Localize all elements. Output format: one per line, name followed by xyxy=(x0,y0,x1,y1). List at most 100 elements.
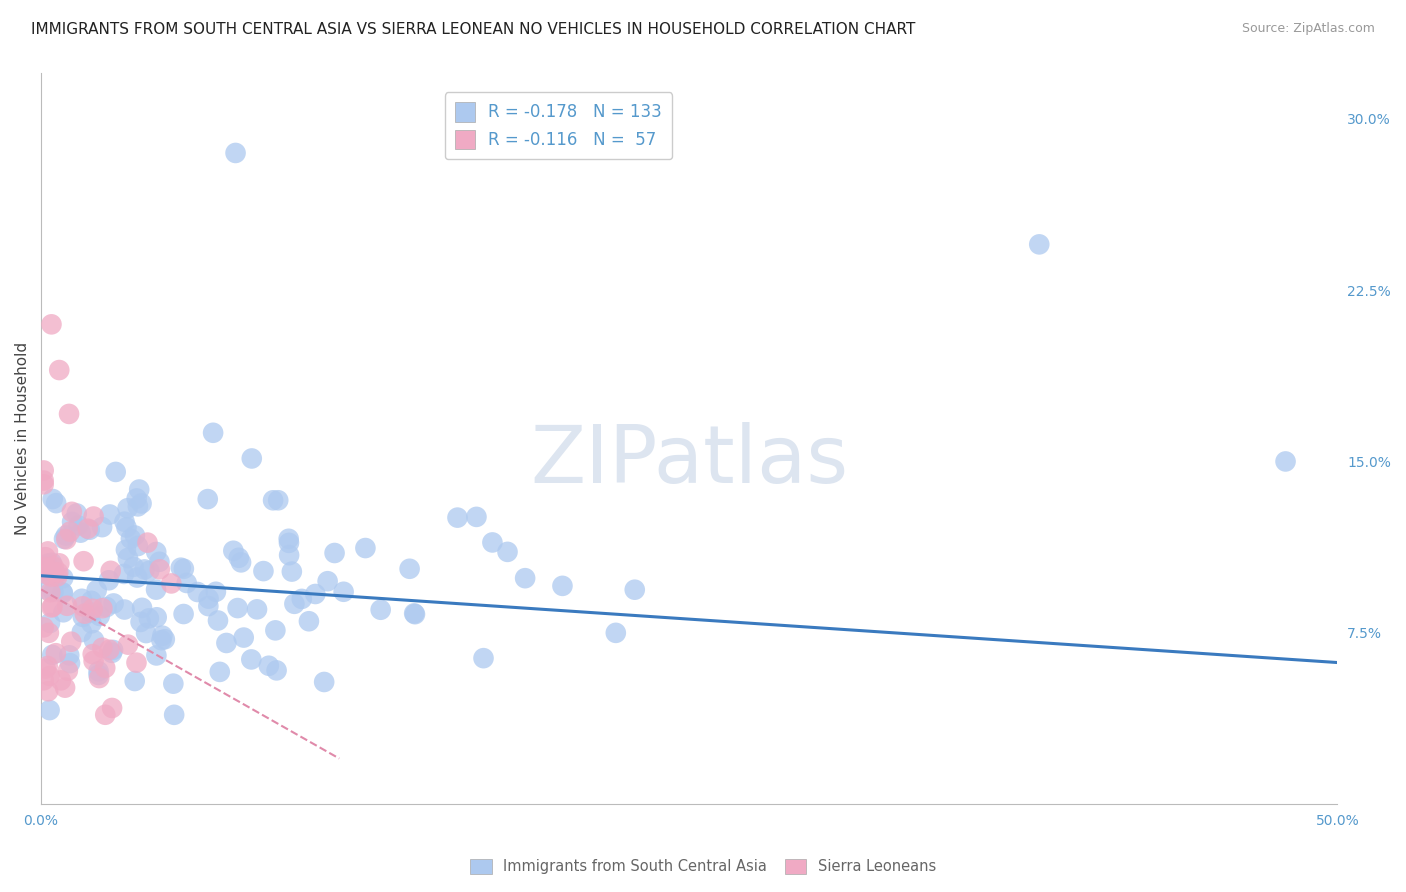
Point xyxy=(35,563,58,577)
Point xyxy=(55,528,77,542)
Point xyxy=(103,597,125,611)
Point xyxy=(112,566,135,581)
Point xyxy=(316,574,339,589)
Point xyxy=(86,583,108,598)
Point xyxy=(127,500,149,514)
Point xyxy=(51,585,73,599)
Point xyxy=(125,656,148,670)
Point xyxy=(150,629,173,643)
Point xyxy=(226,601,249,615)
Point xyxy=(52,605,75,619)
Point xyxy=(1274,454,1296,468)
Point xyxy=(145,582,167,597)
Point xyxy=(240,451,263,466)
Point xyxy=(83,654,105,668)
Point xyxy=(38,669,60,683)
Point xyxy=(76,522,98,536)
Point xyxy=(404,607,426,621)
Point xyxy=(101,701,124,715)
Text: Source: ZipAtlas.com: Source: ZipAtlas.com xyxy=(1241,22,1375,36)
Point xyxy=(117,501,139,516)
Point xyxy=(370,603,392,617)
Point xyxy=(80,594,103,608)
Point xyxy=(129,615,152,629)
Point xyxy=(332,584,354,599)
Text: ZIPatlas: ZIPatlas xyxy=(530,422,848,500)
Point xyxy=(89,671,111,685)
Point xyxy=(124,528,146,542)
Point xyxy=(52,586,75,600)
Point xyxy=(41,648,63,662)
Point xyxy=(176,576,198,591)
Point xyxy=(89,609,111,624)
Point xyxy=(127,539,149,553)
Point xyxy=(32,474,55,488)
Legend: Immigrants from South Central Asia, Sierra Leoneans: Immigrants from South Central Asia, Sier… xyxy=(464,853,942,880)
Point xyxy=(1028,237,1050,252)
Point xyxy=(207,614,229,628)
Point xyxy=(46,569,69,583)
Point xyxy=(42,559,65,574)
Point xyxy=(41,600,63,615)
Point xyxy=(48,557,70,571)
Point xyxy=(42,565,65,579)
Point xyxy=(80,606,103,620)
Point xyxy=(145,648,167,663)
Point xyxy=(145,610,167,624)
Point xyxy=(56,599,79,613)
Point xyxy=(266,664,288,678)
Point xyxy=(131,600,153,615)
Point xyxy=(101,646,124,660)
Point xyxy=(114,602,136,616)
Point xyxy=(481,535,503,549)
Point xyxy=(117,638,139,652)
Point xyxy=(87,668,110,682)
Point xyxy=(60,634,83,648)
Point xyxy=(59,656,82,670)
Point xyxy=(163,707,186,722)
Point xyxy=(58,648,80,663)
Point xyxy=(100,564,122,578)
Point xyxy=(59,524,82,539)
Point xyxy=(513,571,536,585)
Point xyxy=(264,624,287,638)
Point xyxy=(104,465,127,479)
Point xyxy=(91,520,114,534)
Point xyxy=(37,557,59,571)
Point xyxy=(446,510,468,524)
Point xyxy=(91,640,114,655)
Point xyxy=(228,550,250,565)
Point xyxy=(252,564,274,578)
Point xyxy=(41,599,63,614)
Point xyxy=(262,493,284,508)
Point xyxy=(60,505,83,519)
Point xyxy=(39,585,62,599)
Point xyxy=(197,492,219,507)
Point xyxy=(128,483,150,497)
Point xyxy=(87,664,110,678)
Point xyxy=(69,525,91,540)
Point xyxy=(314,675,336,690)
Point xyxy=(291,591,314,606)
Point xyxy=(41,569,63,583)
Point xyxy=(114,515,136,529)
Point xyxy=(120,532,142,546)
Point xyxy=(150,633,173,648)
Point xyxy=(94,661,117,675)
Point xyxy=(58,407,80,421)
Point xyxy=(215,636,238,650)
Point xyxy=(465,509,488,524)
Point xyxy=(96,600,118,615)
Point xyxy=(45,646,67,660)
Point xyxy=(37,567,59,582)
Point xyxy=(323,546,346,560)
Point xyxy=(134,562,156,576)
Point xyxy=(205,584,228,599)
Point xyxy=(472,651,495,665)
Point xyxy=(41,318,63,332)
Text: IMMIGRANTS FROM SOUTH CENTRAL ASIA VS SIERRA LEONEAN NO VEHICLES IN HOUSEHOLD CO: IMMIGRANTS FROM SOUTH CENTRAL ASIA VS SI… xyxy=(31,22,915,37)
Point xyxy=(38,703,60,717)
Point xyxy=(45,496,67,510)
Point xyxy=(496,545,519,559)
Point xyxy=(278,536,301,550)
